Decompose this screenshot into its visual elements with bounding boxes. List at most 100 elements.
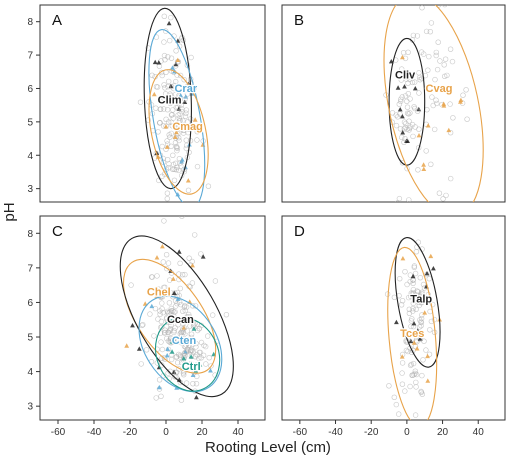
- species-label-clim: Clim: [158, 95, 182, 107]
- data-point: [155, 129, 161, 135]
- data-point: [397, 276, 403, 282]
- data-point: [173, 78, 179, 85]
- data-point: [161, 39, 167, 45]
- data-point: [399, 134, 405, 141]
- ellipse-cten: [138, 295, 223, 393]
- data-point: [194, 137, 200, 143]
- data-point: [168, 143, 174, 150]
- data-point: [409, 79, 416, 86]
- data-point: [407, 383, 413, 390]
- data-point: [412, 79, 418, 85]
- data-point: [170, 152, 176, 159]
- data-point-triangle: [428, 253, 434, 259]
- data-point: [410, 133, 416, 140]
- data-point: [399, 66, 405, 72]
- data-point: [185, 347, 192, 354]
- data-point: [406, 197, 412, 202]
- data-point: [413, 379, 419, 386]
- data-point: [434, 66, 441, 73]
- data-point: [170, 437, 175, 442]
- data-point: [223, 312, 230, 318]
- data-point-triangle: [188, 354, 194, 359]
- data-point: [186, 255, 192, 261]
- data-point: [166, 132, 172, 138]
- data-point: [407, 278, 413, 285]
- x-tick-label: -40: [87, 427, 102, 438]
- data-point: [404, 126, 410, 133]
- data-point-triangle: [164, 353, 170, 358]
- data-point-triangle: [395, 85, 401, 90]
- data-point: [157, 311, 163, 317]
- data-point: [198, 339, 205, 346]
- data-point: [393, 122, 400, 129]
- data-point: [185, 118, 191, 125]
- data-point-triangle: [394, 319, 399, 325]
- data-point: [172, 325, 178, 331]
- data-point: [408, 323, 414, 330]
- data-point: [183, 380, 190, 386]
- data-point: [415, 329, 421, 336]
- data-point-triangle: [173, 61, 179, 67]
- data-point: [463, 87, 469, 93]
- data-point: [441, 62, 447, 68]
- data-point: [178, 301, 184, 308]
- data-point-triangle: [130, 323, 135, 328]
- panel-frame: [39, 215, 266, 421]
- data-point-triangle: [425, 378, 431, 383]
- data-point: [393, 401, 399, 408]
- data-point: [167, 92, 174, 99]
- data-point: [182, 363, 189, 370]
- y-tick-label: 8: [27, 17, 33, 28]
- data-point: [413, 249, 420, 255]
- data-point: [163, 252, 170, 258]
- x-tick-label: 40: [232, 427, 244, 438]
- data-point: [407, 96, 413, 102]
- data-point-triangle: [192, 117, 198, 122]
- data-point-triangle: [405, 138, 410, 143]
- data-point: [425, 67, 431, 73]
- data-point: [158, 339, 164, 345]
- data-point: [158, 318, 165, 325]
- data-point: [432, 126, 438, 133]
- data-point-triangle: [181, 356, 187, 361]
- x-tick-label: -60: [51, 427, 66, 438]
- data-point: [189, 258, 195, 265]
- data-point: [164, 138, 170, 144]
- data-point: [402, 136, 408, 142]
- data-point: [192, 232, 198, 238]
- data-point: [411, 371, 417, 378]
- data-point: [166, 161, 172, 167]
- data-point: [166, 300, 173, 306]
- data-point: [386, 383, 392, 389]
- data-point: [172, 309, 178, 315]
- data-point: [149, 274, 155, 280]
- data-point: [171, 166, 177, 173]
- data-point: [180, 326, 186, 332]
- data-point: [404, 104, 411, 110]
- data-point-triangle: [200, 254, 206, 259]
- data-point: [152, 305, 159, 312]
- data-point: [180, 130, 187, 136]
- data-point: [417, 275, 423, 281]
- data-point: [428, 161, 434, 168]
- data-point: [201, 342, 207, 349]
- data-point: [205, 183, 212, 189]
- data-point: [153, 83, 160, 90]
- data-point: [166, 78, 172, 85]
- data-point-triangle: [175, 57, 181, 62]
- data-point: [188, 334, 195, 341]
- data-point: [414, 33, 421, 39]
- y-tick-label: 7: [27, 51, 33, 62]
- data-point: [171, 82, 178, 89]
- data-point: [417, 74, 423, 81]
- data-point: [418, 389, 424, 395]
- data-point-triangle: [197, 362, 203, 367]
- data-point: [159, 143, 165, 150]
- data-point: [415, 167, 421, 173]
- data-point: [399, 298, 406, 304]
- data-point: [412, 412, 419, 418]
- data-point: [163, 123, 169, 129]
- data-point: [447, 130, 454, 136]
- data-point: [163, 203, 168, 208]
- data-point: [176, 271, 182, 277]
